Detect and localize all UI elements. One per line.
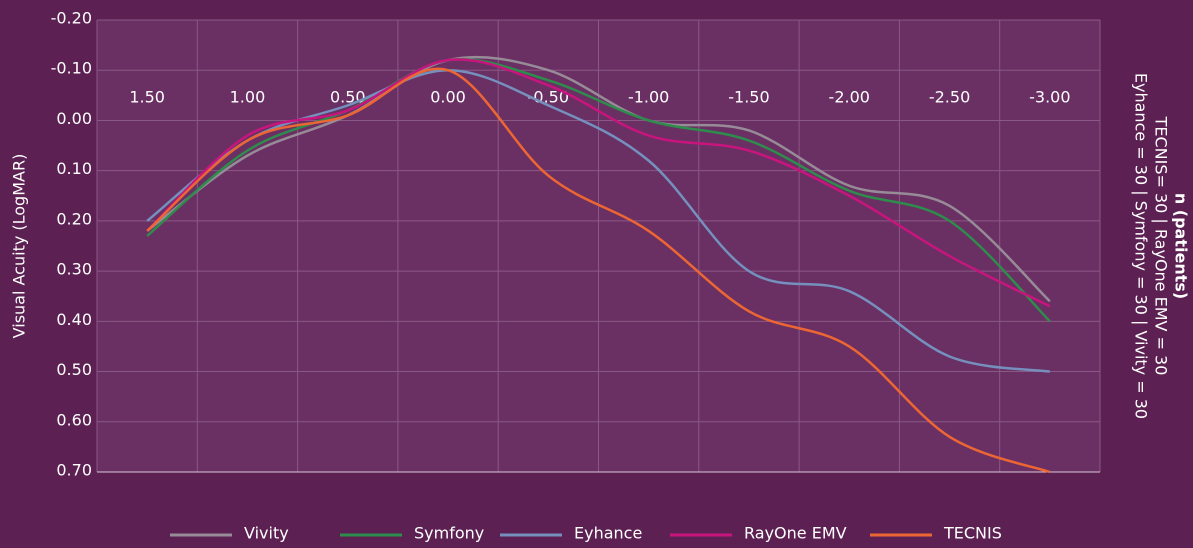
line bbox=[146, 67, 1051, 474]
annotation: TECNIS= 30 | RayOne EMV = 30 bbox=[1152, 116, 1171, 376]
y-tick-label: 0.20 bbox=[56, 209, 92, 228]
annotation: Eyhance = 30 | Symfony = 30 | Vivity = 3… bbox=[1132, 73, 1151, 419]
x-tick-label: -1.50 bbox=[728, 88, 769, 107]
y-tick-label: 0.30 bbox=[56, 260, 92, 279]
x-tick-label: -1.00 bbox=[628, 88, 669, 107]
line bbox=[146, 55, 1051, 303]
x-tick-label: -3.00 bbox=[1029, 88, 1070, 107]
x-tick-label: -2.50 bbox=[929, 88, 970, 107]
x-tick-label: 0.00 bbox=[430, 88, 466, 107]
legend-label: TECNIS bbox=[943, 524, 1002, 543]
y-tick-label: -0.10 bbox=[51, 59, 92, 78]
y-tick-label: 0.10 bbox=[56, 159, 92, 178]
line bbox=[146, 58, 1051, 308]
annotation: n (patients) bbox=[1172, 193, 1191, 299]
legend-label: Symfony bbox=[414, 524, 484, 543]
x-tick-label: 1.00 bbox=[230, 88, 266, 107]
x-tick-label: -2.00 bbox=[829, 88, 870, 107]
line bbox=[146, 58, 1051, 323]
y-tick-label: 0.00 bbox=[56, 109, 92, 128]
legend-label: Vivity bbox=[244, 524, 289, 543]
legend-label: RayOne EMV bbox=[744, 524, 847, 543]
x-tick-label: 1.50 bbox=[129, 88, 165, 107]
y-axis-label: Visual Acuity (LogMAR) bbox=[10, 154, 29, 339]
y-tick-label: 0.50 bbox=[56, 360, 92, 379]
y-tick-label: 0.60 bbox=[56, 410, 92, 429]
legend-label: Eyhance bbox=[574, 524, 642, 543]
y-tick-label: -0.20 bbox=[51, 9, 92, 28]
y-tick-label: 0.70 bbox=[56, 461, 92, 480]
y-tick-label: 0.40 bbox=[56, 310, 92, 329]
